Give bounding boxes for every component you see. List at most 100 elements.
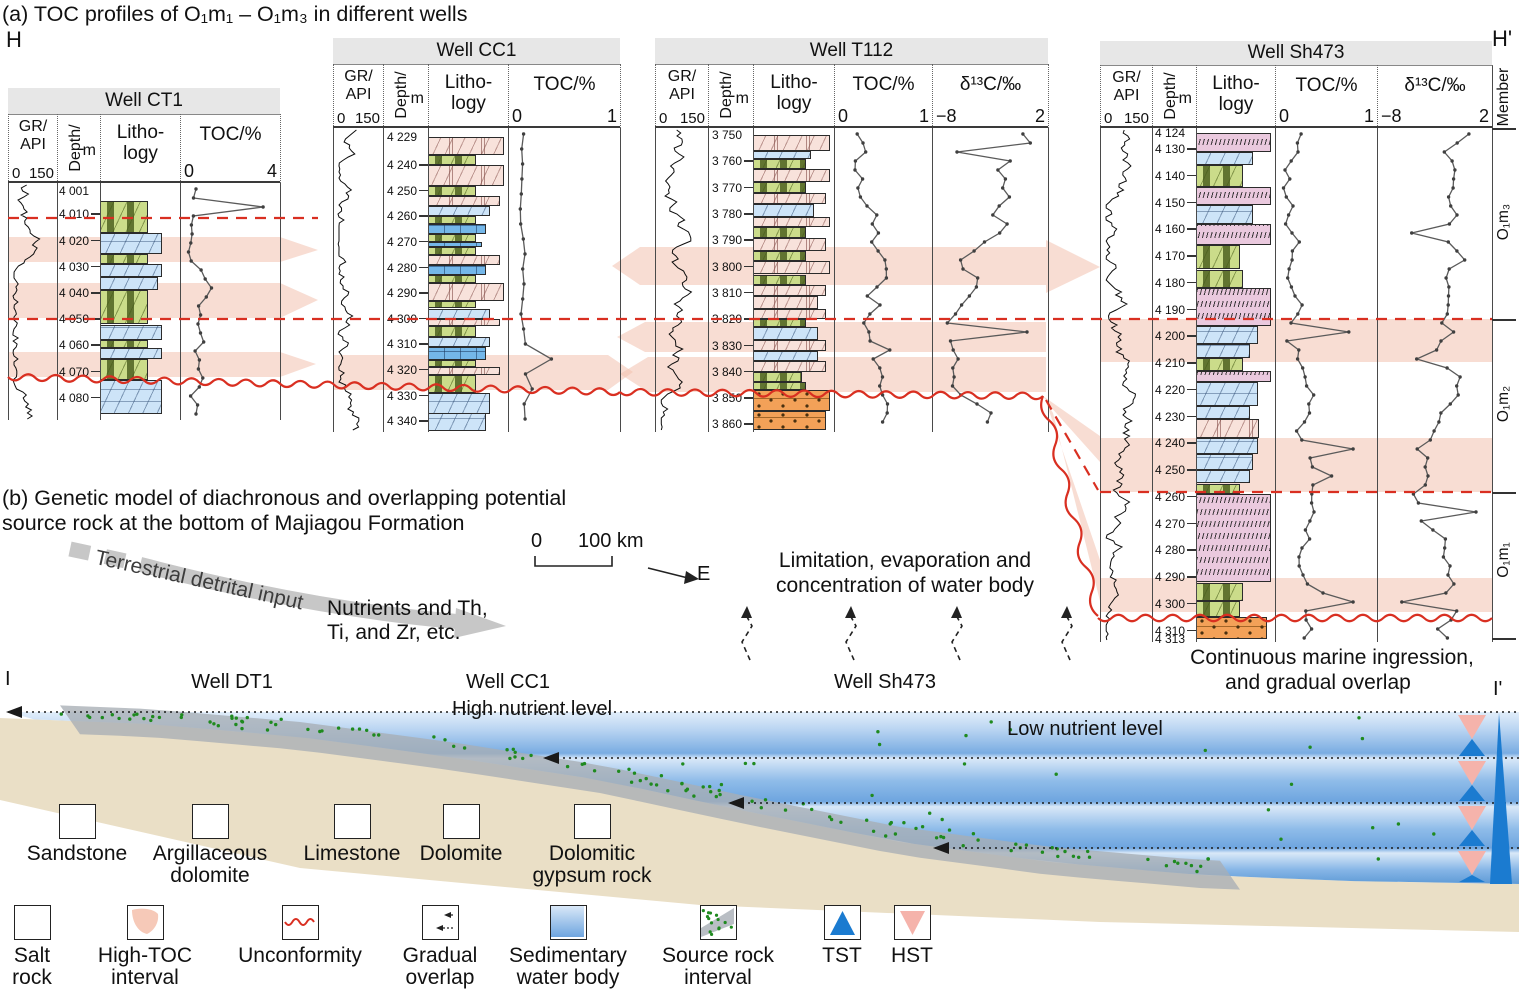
depth-tick-label: 4 280	[386, 260, 417, 275]
depth-tick-mark	[1187, 576, 1196, 578]
lithology-block-dol	[1196, 151, 1253, 166]
depth-tick-label: 4 170	[1154, 249, 1185, 264]
lithology-block-sst	[753, 411, 826, 430]
legend-label-source-rock-interval: Source rock interval	[661, 944, 775, 989]
column-header-gr: GR/API 0 150	[333, 64, 383, 128]
column-header-depth: Depth/m	[1152, 65, 1196, 128]
tst-triangle-icon	[1459, 739, 1485, 756]
depth-tick-mark	[1187, 629, 1196, 632]
member-axis-tick	[1492, 492, 1516, 494]
depth-tick-mark	[1187, 228, 1196, 230]
member-axis-tick	[1492, 128, 1516, 130]
depth-tick-mark	[91, 370, 100, 373]
hst-triangle-icon	[1458, 806, 1486, 830]
depth-tick-label: 4 250	[386, 183, 417, 198]
lithology-block-dol	[100, 264, 163, 278]
depth-tick-mark	[419, 420, 428, 422]
lithology-block-dol	[1196, 470, 1250, 484]
legend-swatch-dolomitic-gypsum-rock	[573, 804, 611, 839]
legend-label-sedimentary-water-body: Sedimentary water body	[509, 944, 627, 989]
depth-tick-label: 3 800	[711, 259, 742, 274]
lithology-block-gyp	[428, 318, 500, 327]
header-divider	[333, 64, 620, 65]
lithology-block-dol	[1196, 325, 1258, 345]
track-top-rule	[1100, 126, 1492, 128]
lithology-block-gyp	[428, 165, 504, 186]
header-text: GR/	[344, 68, 373, 85]
lithology-block-salt	[1196, 288, 1271, 326]
header-text: TOC/%	[199, 124, 262, 145]
lithology-block-dol	[428, 393, 491, 414]
lithology-block-arg	[753, 371, 802, 383]
depth-tick-label: 4 124	[1154, 126, 1185, 141]
column-header-toc: TOC/% 0 4	[180, 114, 280, 183]
depth-tick-mark	[91, 292, 100, 294]
overlap-arrowhead-icon	[728, 797, 744, 809]
depth-tick-mark	[1187, 174, 1196, 177]
depth-tick-label: 4 270	[386, 234, 417, 249]
depth-tick-label: 4 150	[1154, 195, 1185, 210]
section-label-h: H	[6, 27, 22, 52]
lithology-block-gyp	[428, 254, 500, 265]
gr-curve	[1105, 129, 1137, 641]
lithology-block-arg	[428, 300, 476, 309]
lithology-block-arg	[100, 253, 148, 265]
column-header-litho: Litho-logy	[428, 64, 508, 128]
east-arrow	[647, 567, 689, 579]
lithology-block-gyp	[753, 237, 826, 251]
sequence-boundary-dashed	[1045, 399, 1099, 491]
nutrients-label-line2: Ti, and Zr, etc.	[327, 621, 461, 644]
track-border	[333, 128, 334, 432]
header-divider	[655, 64, 1048, 65]
column-header-depth: Depth/m	[383, 64, 428, 128]
legend-label-unconformity: Unconformity	[238, 944, 362, 967]
well-name: Well CT1	[8, 88, 280, 114]
depth-tick-mark	[1187, 362, 1196, 364]
depth-tick-label: 4 290	[1154, 570, 1185, 585]
header-text: Litho-	[770, 72, 818, 93]
depth-tick-label: 4 160	[1154, 222, 1185, 237]
scalebar-zero: 0	[531, 530, 543, 552]
depth-tick-label: 4 180	[1154, 275, 1185, 290]
legend-label-tst: TST	[822, 944, 862, 967]
legend-swatch-unconformity	[281, 905, 319, 940]
depth-tick-label: 4 229	[386, 129, 417, 144]
track-border	[620, 128, 621, 432]
lithology-block-dol	[100, 348, 163, 359]
depth-tick-label: 4 060	[58, 338, 89, 353]
depth-tick-mark	[744, 397, 753, 399]
legend-swatch-gradual-overlap	[421, 905, 459, 940]
header-text: δ¹³C/‰	[959, 74, 1022, 95]
depth-tick-label: 4 030	[58, 259, 89, 274]
depth-tick-mark	[91, 318, 100, 320]
lithology-block-arg	[753, 158, 806, 170]
depth-tick-label: 4 080	[58, 390, 89, 405]
depth-tick-label: 3 810	[711, 285, 742, 300]
evaporation-arrowhead-icon	[1061, 606, 1072, 618]
evaporation-arrow	[845, 614, 857, 661]
legend-swatch-sedimentary-water-body	[549, 905, 587, 940]
depth-tick-label: 3 830	[711, 338, 742, 353]
track-top-rule	[655, 126, 1048, 128]
track-border	[8, 183, 9, 420]
depth-tick-label: 3 750	[711, 128, 742, 143]
overlap-arrowhead-icon	[6, 706, 22, 718]
depth-tick-label: 4 240	[1154, 436, 1185, 451]
depth-tick-mark	[91, 213, 100, 215]
lithology-block-dol	[100, 232, 163, 254]
evaporation-arrow	[741, 614, 753, 661]
depth-tick-mark	[744, 265, 753, 268]
column-header-depth: Depth/m	[708, 64, 753, 128]
track-border	[1152, 128, 1153, 642]
tst-triangle-icon	[1459, 785, 1485, 801]
depth-tick-label: 3 820	[711, 312, 742, 327]
column-header-d13c: δ¹³C/‰ −8 2	[1377, 65, 1492, 128]
lithology-block-arg	[428, 216, 476, 224]
legend-swatch-limestone	[333, 804, 371, 839]
legend-swatch-tst	[823, 905, 861, 940]
lithology-block-gyp	[428, 282, 504, 301]
depth-tick-label: 4 270	[1154, 516, 1185, 531]
east-label: E	[697, 563, 711, 585]
column-header-toc: TOC/% 0 1	[508, 64, 620, 128]
